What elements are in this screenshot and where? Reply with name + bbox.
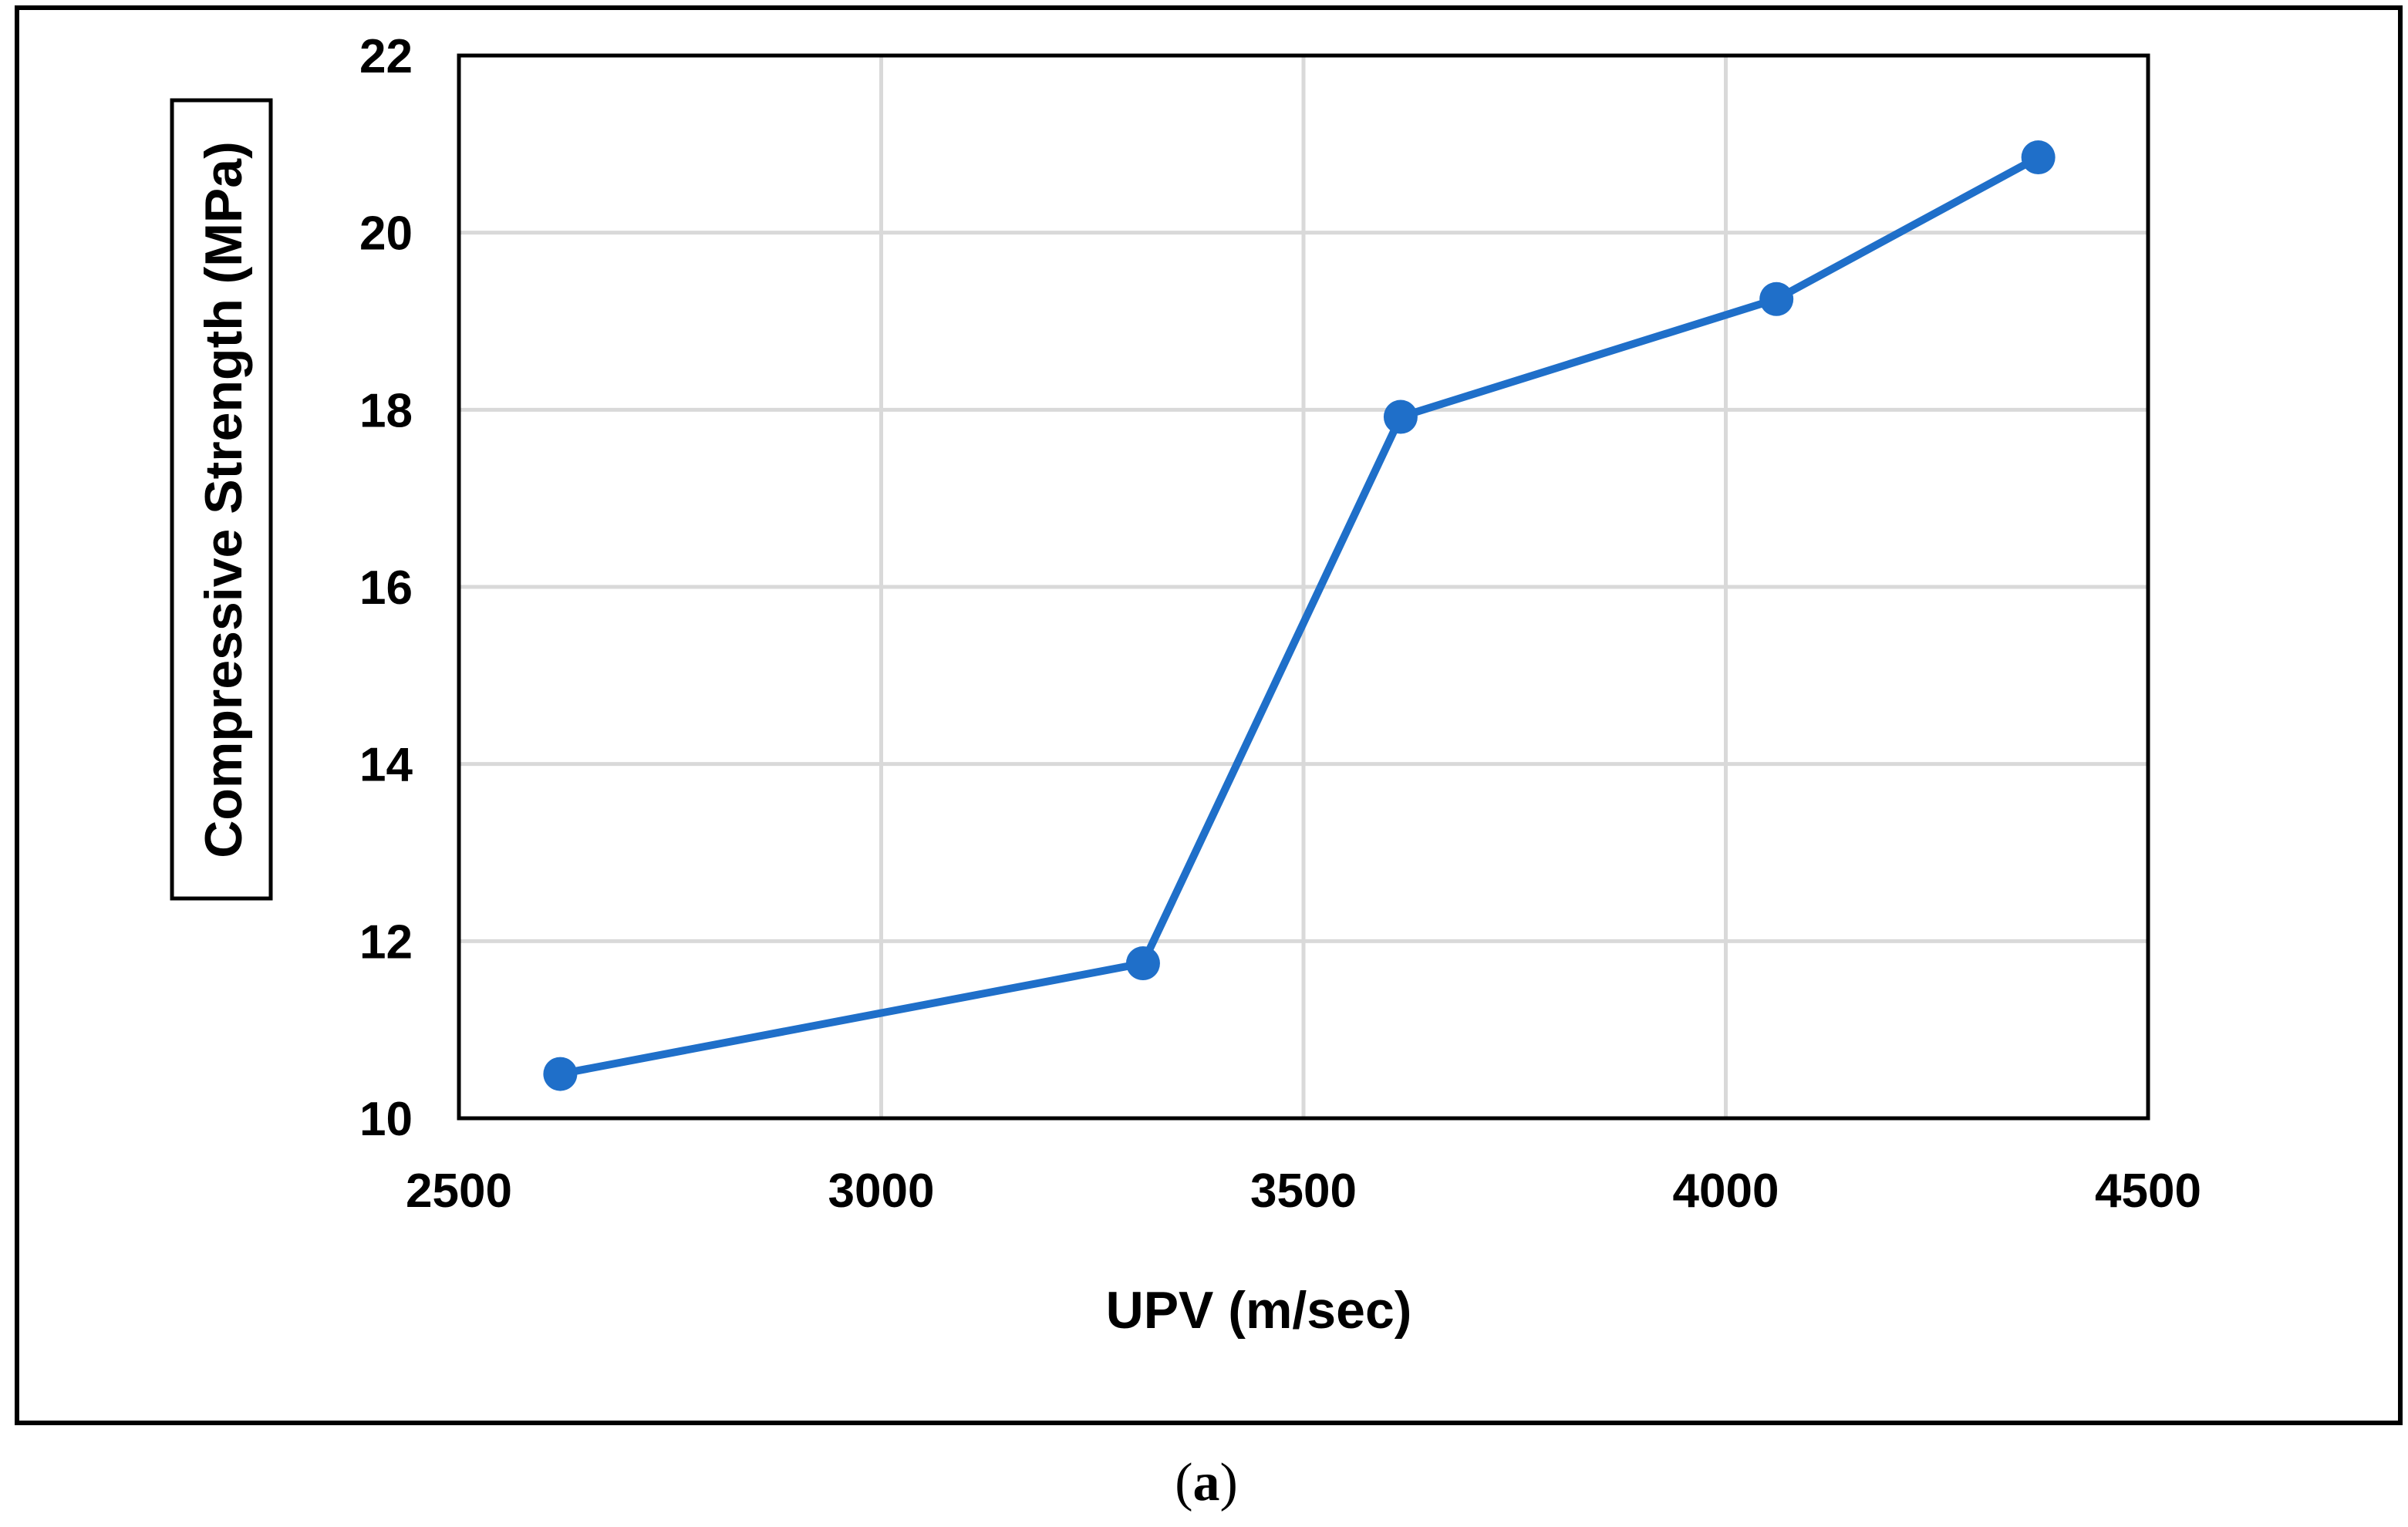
y-axis-title: Compressive Strength (MPa) bbox=[194, 141, 253, 858]
data-point bbox=[1125, 946, 1160, 981]
figure-caption: (a) bbox=[1175, 1453, 1238, 1512]
y-tick-label: 18 bbox=[359, 384, 413, 437]
caption-open-paren: ( bbox=[1175, 1453, 1192, 1512]
y-axis-tick-labels: 10 12 14 16 18 20 22 bbox=[359, 30, 413, 1146]
x-tick-label: 2500 bbox=[406, 1165, 512, 1218]
data-point bbox=[2021, 140, 2056, 175]
caption-close-paren: ) bbox=[1220, 1453, 1238, 1512]
x-tick-label: 4500 bbox=[2095, 1165, 2201, 1218]
y-tick-label: 10 bbox=[359, 1093, 413, 1146]
figure-frame bbox=[15, 5, 2403, 1425]
x-axis-title: UPV (m/sec) bbox=[1106, 1281, 1412, 1340]
plot-area-border bbox=[457, 53, 2150, 1121]
x-tick-label: 3000 bbox=[828, 1165, 935, 1218]
x-tick-label: 4000 bbox=[1673, 1165, 1779, 1218]
y-tick-label: 20 bbox=[359, 207, 413, 261]
y-tick-label: 12 bbox=[359, 915, 413, 969]
y-tick-label: 14 bbox=[359, 739, 413, 792]
data-point bbox=[1759, 281, 1794, 316]
data-point bbox=[543, 1057, 578, 1091]
x-tick-label: 3500 bbox=[1250, 1165, 1357, 1218]
y-tick-label: 16 bbox=[359, 561, 413, 615]
data-series bbox=[543, 140, 2056, 1091]
y-axis-title-group: Compressive Strength (MPa) bbox=[170, 98, 273, 901]
y-axis-title-box bbox=[170, 98, 273, 901]
data-point bbox=[1383, 399, 1418, 434]
x-axis-tick-labels: 2500 3000 3500 4000 4500 bbox=[406, 1165, 2201, 1218]
grid bbox=[459, 56, 2148, 1118]
y-tick-label: 22 bbox=[359, 30, 413, 83]
caption-letter: a bbox=[1193, 1453, 1220, 1512]
